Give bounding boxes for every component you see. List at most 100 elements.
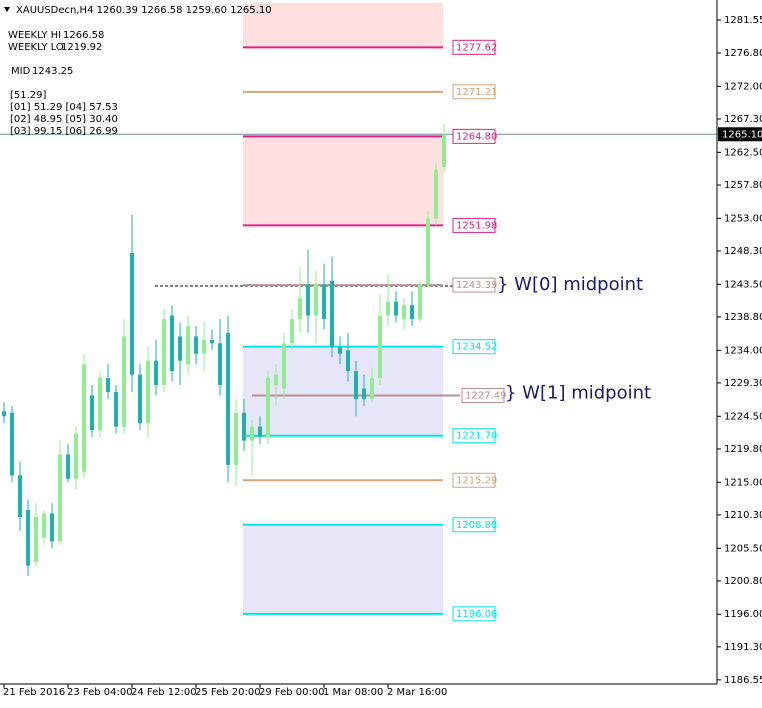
y-tick-label: 1215.00 [724,477,762,488]
level-label-box [461,388,505,404]
level-label-box [452,128,496,144]
zone [243,524,443,614]
info-value: 1266.58 [63,30,104,41]
candle-body [18,475,22,517]
level-label: 1277.62 [456,42,497,53]
info-value: 1219.92 [61,42,102,53]
y-tick-label: 1253.00 [724,213,762,224]
candle-body [98,378,102,431]
candle-body [442,134,446,167]
chart-title: XAUUSDecn,H4 1260.39 1266.58 1259.60 126… [16,5,272,16]
candle-body [322,284,326,320]
candle-body [346,350,350,372]
info-line: [02] 48.95 [05] 30.40 [10,114,118,125]
candle-body [410,305,414,320]
info-label: WEEKLY LO [8,42,64,53]
candle-body [146,360,150,424]
candle-body [330,280,334,347]
y-tick-label: 1238.80 [724,312,762,323]
candle-body [162,319,166,386]
y-tick-label: 1224.50 [724,411,762,422]
x-tick-label: 2 Mar 16:00 [387,687,447,698]
candle-body [178,336,182,361]
y-tick-label: 1257.80 [724,180,762,191]
candle-body [394,301,398,316]
level-label: 1264.80 [456,131,497,142]
candle-body [130,253,134,375]
candle-body [370,378,374,399]
candle-body [114,391,118,427]
candle-body [362,388,366,399]
candle-body [378,315,382,379]
level-label: 1243.39 [456,280,497,291]
candle-body [2,411,6,417]
y-tick-label: 1272.00 [724,81,762,92]
candle-body [42,513,46,538]
candle-body [242,412,246,441]
annotation: } W[0] midpoint [497,274,643,295]
candle-body [250,426,254,441]
zone [243,346,443,436]
y-tick-label: 1205.50 [724,543,762,554]
zone [243,136,443,226]
candle-body [290,319,294,344]
level-label-box [452,428,496,444]
candle-body [386,301,390,316]
level-label: 1251.98 [456,220,497,231]
candle-body [74,433,78,479]
level-label-box [452,39,496,55]
info-line: [51.29] [10,90,47,101]
annotation: } W[1] midpoint [505,383,651,404]
candle-body [106,378,110,392]
candle-body [234,412,238,465]
level-label-box [452,277,496,293]
zone [243,3,443,48]
level-label: 1227.49 [465,391,506,402]
candle-body [210,339,214,344]
candle-body [282,343,286,389]
y-tick-label: 1267.30 [724,114,762,125]
x-tick-label: 24 Feb 12:00 [131,687,197,698]
level-label: 1271.21 [456,87,497,98]
candle-body [138,374,142,424]
candle-body [194,336,198,354]
candle-body [66,454,70,479]
current-price-label: 1265.10 [722,129,762,140]
candle-body [338,346,342,354]
level-label-box [452,606,496,622]
y-tick-label: 1276.80 [724,48,762,59]
info-line: [01] 51.29 [04] 57.53 [10,102,118,113]
level-label-box [452,517,496,533]
level-label-box [452,84,496,100]
candle-body [10,412,14,476]
candle-body [218,343,222,386]
y-tick-label: 1229.30 [724,378,762,389]
candle-body [354,371,358,399]
y-tick-label: 1243.50 [724,279,762,290]
y-tick-label: 1219.80 [724,444,762,455]
level-label: 1196.06 [456,609,497,620]
level-label: 1221.70 [456,431,497,442]
info-line: [03] 99.15 [06] 26.99 [10,126,118,137]
candle-body [258,426,262,438]
candle-body [202,339,206,354]
y-tick-label: 1262.50 [724,147,762,158]
level-label-box [452,472,496,488]
candle-body [434,169,438,219]
x-tick-label: 21 Feb 2016 [3,687,65,698]
y-tick-label: 1210.30 [724,510,762,521]
y-tick-label: 1200.80 [724,576,762,587]
candle-body [314,284,318,316]
y-tick-label: 1248.30 [724,246,762,257]
level-label-box [452,339,496,355]
candle-body [58,454,62,542]
info-value: 1243.25 [32,66,73,77]
candle-body [170,315,174,372]
candle-body [274,374,278,386]
x-tick-label: 25 Feb 20:00 [195,687,261,698]
level-label: 1208.88 [456,520,497,531]
candle-body [426,218,430,285]
info-label: MID [11,66,31,77]
level-label-box [452,217,496,233]
